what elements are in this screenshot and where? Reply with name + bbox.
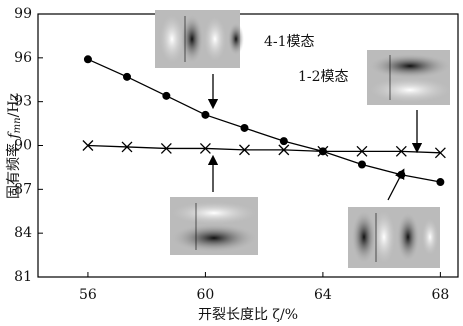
inset-bottom-right: [348, 207, 440, 268]
inset-bottom-left: [170, 197, 258, 255]
point: [162, 92, 170, 100]
y-tick-label: 84: [14, 225, 32, 241]
y-label-unit: /Hz: [6, 93, 22, 117]
inset-4-1: [155, 10, 244, 68]
point: [201, 111, 209, 119]
y-label-text: 固有频率: [5, 138, 22, 198]
y-axis-label: 固有频率 fmn/Hz: [5, 93, 23, 199]
y-tick-label: 96: [14, 50, 32, 66]
x-tick-label: 60: [196, 287, 214, 303]
point: [84, 55, 92, 63]
annotation: 1-2模态: [298, 69, 349, 85]
inset-1-2: [367, 50, 450, 105]
y-label-subscript: mn: [12, 117, 23, 133]
x-tick-label: 64: [314, 287, 332, 303]
y-tick-label: 99: [14, 6, 32, 22]
point: [123, 73, 131, 81]
series-line: [88, 146, 440, 153]
x-tick-label: 56: [79, 287, 97, 303]
x-tick-label: 68: [431, 287, 449, 303]
point: [280, 137, 288, 145]
annotation: 4-1模态: [264, 34, 315, 50]
y-tick-label: 81: [14, 269, 32, 285]
point: [240, 124, 248, 132]
point: [436, 178, 444, 186]
chart: 8184879093969956606468 4-1模态 1-2模态 开裂长度比: [0, 0, 463, 326]
point: [358, 160, 366, 168]
x-axis-label: 开裂长度比 ζ/%: [198, 307, 298, 323]
